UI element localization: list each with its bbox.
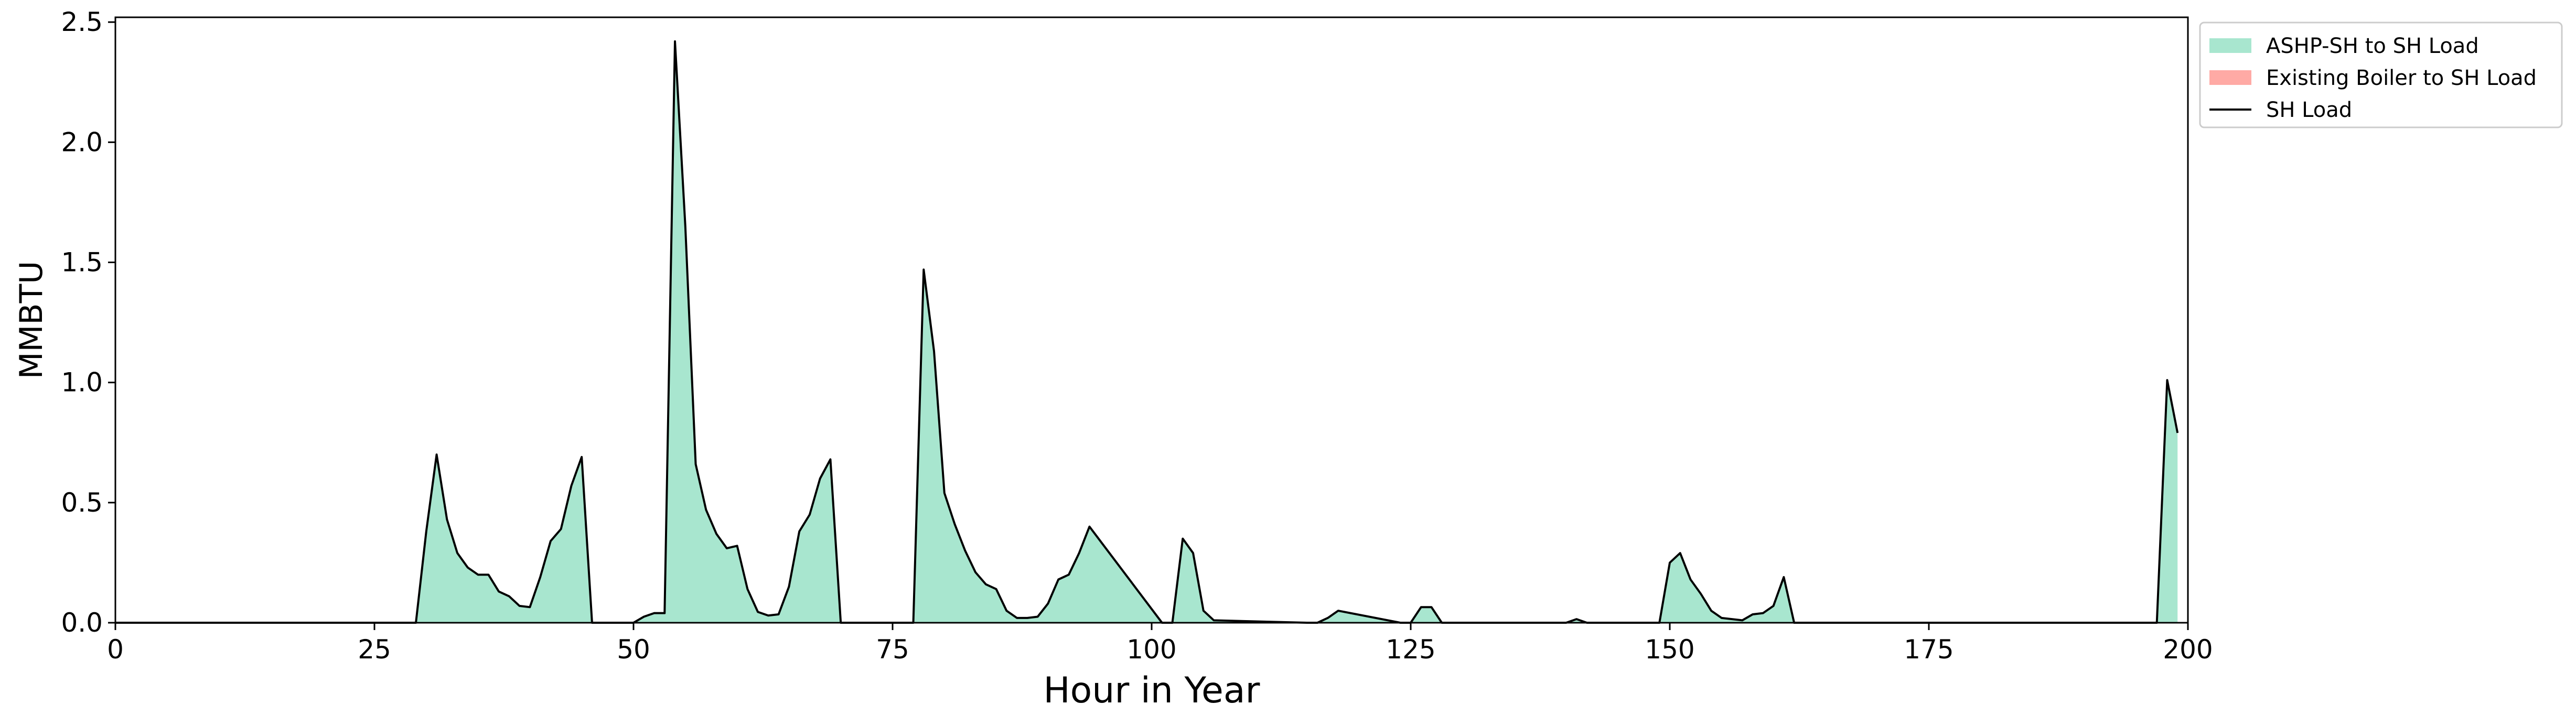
y-tick-label: 1.5: [61, 247, 103, 278]
y-tick-label: 1.0: [61, 367, 103, 398]
x-tick-label: 0: [107, 634, 124, 665]
x-tick-label: 175: [1904, 634, 1954, 665]
x-tick-label: 200: [2163, 634, 2213, 665]
x-tick-label: 75: [876, 634, 909, 665]
y-tick-label: 2.5: [61, 7, 103, 37]
x-tick-label: 100: [1126, 634, 1176, 665]
x-tick-label: 25: [358, 634, 391, 665]
series-line-2: [115, 40, 2179, 624]
x-tick-label: 50: [617, 634, 650, 665]
y-axis-label: MMBTU: [13, 261, 50, 379]
legend-label: SH Load: [2266, 98, 2352, 122]
legend-label: Existing Boiler to SH Load: [2266, 66, 2537, 90]
legend-frame: [2199, 21, 2563, 128]
x-tick-label: 125: [1386, 634, 1435, 665]
legend-swatch: [2209, 70, 2251, 85]
x-axis-ticks: 0 25 50 75 100 125 150 175 200: [107, 623, 2213, 665]
plot-marks: [115, 40, 2179, 624]
legend-swatch: [2209, 38, 2251, 53]
y-tick-label: 2.0: [61, 127, 103, 157]
series-area-1: [115, 41, 2178, 623]
y-axis-ticks: 0.0 0.5 1.0 1.5 2.0 2.5: [61, 7, 115, 638]
y-tick-label: 0.0: [61, 608, 103, 638]
legend-label: ASHP-SH to SH Load: [2266, 34, 2479, 58]
y-tick-label: 0.5: [61, 487, 103, 518]
legend: ASHP-SH to SH Load Existing Boiler to SH …: [2199, 21, 2563, 128]
x-axis-label: Hour in Year: [1044, 670, 1260, 711]
series-area-0: [115, 41, 2178, 623]
x-tick-label: 150: [1645, 634, 1694, 665]
